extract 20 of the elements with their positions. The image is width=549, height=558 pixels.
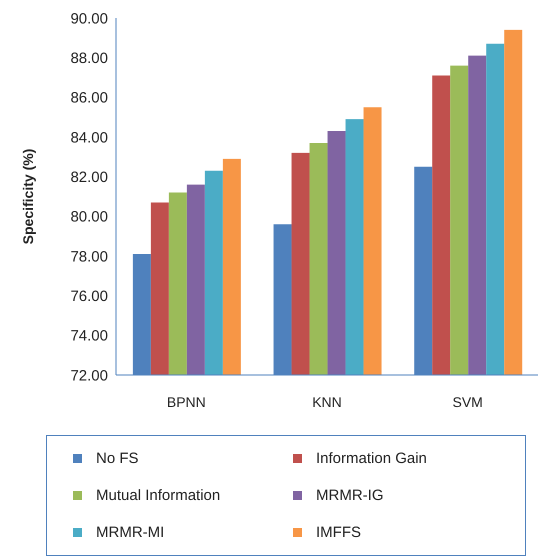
x-tick-label: KNN [312, 394, 342, 410]
legend-label: Mutual Information [96, 487, 220, 504]
x-tick-label: BPNN [166, 394, 206, 410]
legend-label: MRMR-IG [316, 487, 384, 504]
y-tick-label: 76.00 [70, 288, 108, 305]
y-tick-label: 80.00 [70, 208, 108, 226]
x-tick-label: SVM [452, 394, 483, 410]
y-axis-title: Specificity (%) [20, 148, 36, 244]
y-tick-label: 78.00 [70, 248, 108, 266]
y-tick-label: 88.00 [70, 50, 108, 67]
y-tick-label: 72.00 [70, 367, 108, 384]
y-tick-label: 84.00 [70, 129, 108, 146]
legend-label: No FS [96, 450, 139, 467]
legend-label: Information Gain [316, 450, 427, 467]
legend-label: MRMR-MI [96, 524, 164, 541]
y-tick-label: 74.00 [70, 328, 108, 345]
legend-label: IMFFS [316, 524, 361, 541]
y-tick-label: 86.00 [70, 90, 108, 107]
y-tick-label: 82.00 [70, 168, 108, 186]
y-tick-label: 90.00 [70, 10, 108, 28]
